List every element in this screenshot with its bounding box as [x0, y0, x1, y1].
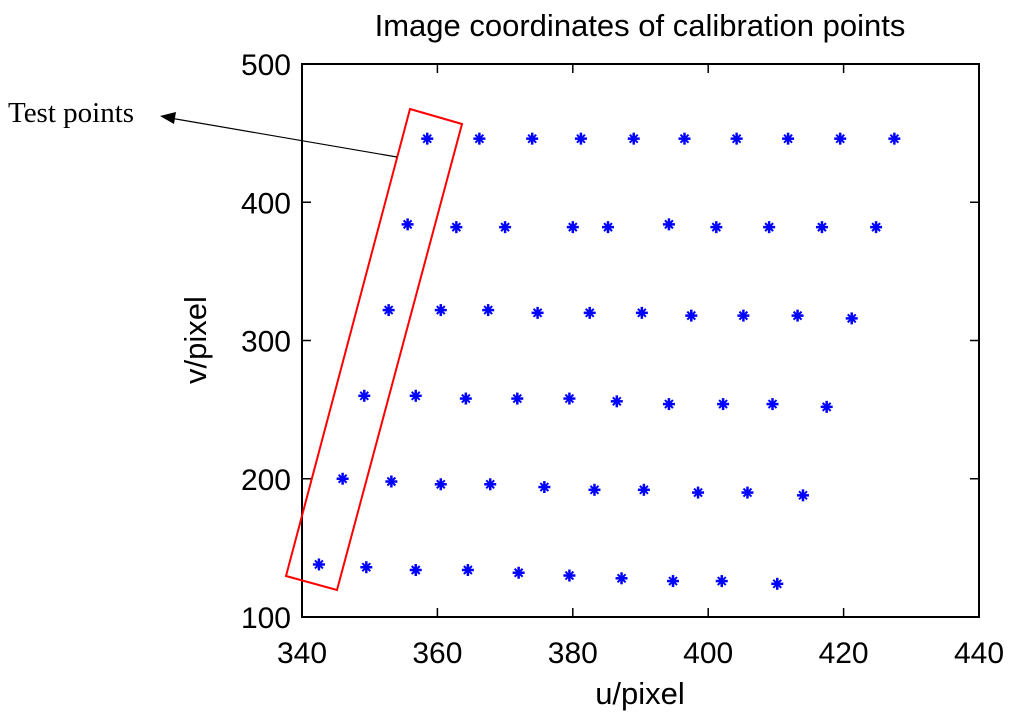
- data-point: [382, 304, 395, 317]
- data-point: [409, 563, 422, 576]
- data-point: [678, 132, 691, 145]
- data-point: [574, 132, 587, 145]
- data-point: [766, 398, 779, 411]
- data-point: [360, 561, 373, 574]
- data-point: [511, 392, 524, 405]
- data-point: [737, 309, 750, 322]
- data-point: [358, 389, 371, 402]
- data-point: [615, 572, 628, 585]
- data-point: [482, 304, 495, 317]
- data-point: [401, 218, 414, 231]
- test-points-highlight-box: [284, 107, 464, 592]
- data-point: [870, 221, 883, 234]
- data-point: [610, 395, 623, 408]
- data-point: [409, 389, 422, 402]
- data-point: [662, 218, 675, 231]
- points-layer: [312, 132, 901, 590]
- test-points-arrowhead: [160, 112, 176, 124]
- data-point: [459, 392, 472, 405]
- data-point: [717, 398, 730, 411]
- chart-title: Image coordinates of calibration points: [375, 8, 906, 43]
- y-tick-label: 400: [241, 187, 291, 220]
- data-point: [820, 400, 833, 413]
- data-point: [763, 221, 776, 234]
- x-tick-label: 440: [954, 637, 1004, 670]
- x-tick-label: 360: [412, 637, 462, 670]
- y-axis-label: v/pixel: [178, 296, 213, 384]
- data-point: [637, 483, 650, 496]
- data-point: [434, 478, 447, 491]
- data-point: [583, 306, 596, 319]
- data-point: [685, 309, 698, 322]
- data-point: [627, 132, 640, 145]
- data-point: [531, 306, 544, 319]
- data-point: [791, 309, 804, 322]
- data-point: [484, 478, 497, 491]
- data-point: [450, 221, 463, 234]
- data-point: [473, 132, 486, 145]
- data-point: [566, 221, 579, 234]
- data-point: [888, 132, 901, 145]
- data-point: [782, 132, 795, 145]
- data-point: [662, 398, 675, 411]
- data-point: [421, 132, 434, 145]
- data-point: [563, 569, 576, 582]
- y-tick-label: 500: [241, 49, 291, 82]
- data-point: [666, 575, 679, 588]
- y-tick-label: 300: [241, 326, 291, 359]
- y-tick-label: 200: [241, 464, 291, 497]
- data-point: [815, 221, 828, 234]
- data-point: [538, 481, 551, 494]
- data-point: [499, 221, 512, 234]
- data-point: [635, 306, 648, 319]
- data-point: [715, 575, 728, 588]
- x-tick-label: 340: [277, 637, 327, 670]
- ticks-layer: 340 360 380 400 420 440 100 200 300 400 500: [241, 49, 1004, 670]
- data-point: [526, 132, 539, 145]
- data-point: [336, 472, 349, 485]
- data-point: [512, 566, 525, 579]
- test-points-annotation: Test points: [8, 97, 134, 129]
- x-tick-label: 380: [548, 637, 598, 670]
- data-point: [710, 221, 723, 234]
- x-tick-label: 420: [819, 637, 869, 670]
- data-point: [796, 489, 809, 502]
- data-point: [730, 132, 743, 145]
- data-point: [563, 392, 576, 405]
- data-point: [434, 304, 447, 317]
- data-point: [845, 312, 858, 325]
- y-tick-label: 100: [241, 602, 291, 635]
- data-point: [588, 483, 601, 496]
- test-points-arrow-line: [169, 117, 398, 158]
- data-point: [741, 486, 754, 499]
- data-point: [602, 221, 615, 234]
- data-point: [461, 563, 474, 576]
- x-tick-label: 400: [683, 637, 733, 670]
- data-point: [312, 558, 325, 571]
- data-point: [385, 475, 398, 488]
- data-point: [771, 577, 784, 590]
- x-axis-label: u/pixel: [595, 676, 685, 711]
- data-point: [834, 132, 847, 145]
- data-point: [692, 486, 705, 499]
